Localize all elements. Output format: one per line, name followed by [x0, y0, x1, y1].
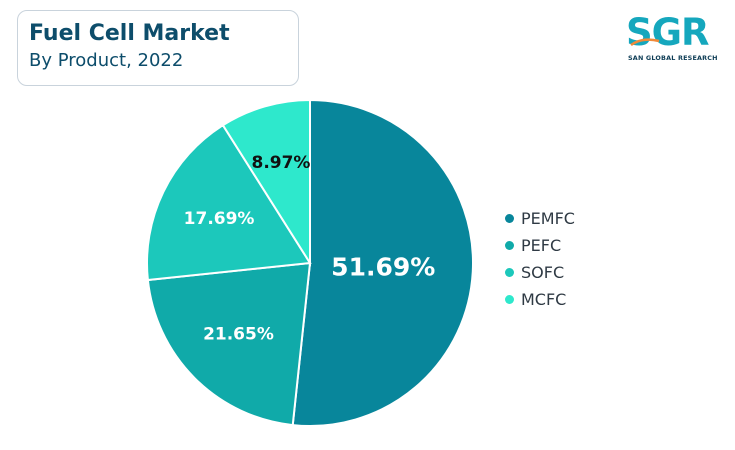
pie-slice-sofc [146, 123, 312, 282]
logo-text: SGR [626, 11, 710, 54]
legend-item-sofc: SOFC [505, 259, 575, 286]
legend-item-mcfc: MCFC [505, 286, 575, 313]
legend-swatch [505, 268, 514, 277]
pie-slice-pefc [146, 261, 312, 427]
legend-label: SOFC [521, 263, 565, 282]
legend-item-pefc: PEFC [505, 232, 575, 259]
logo-swoosh-icon [630, 38, 660, 47]
slice-label-sofc: 17.69% [184, 209, 255, 229]
chart-subtitle: By Product, 2022 [29, 50, 184, 71]
legend-swatch [505, 214, 514, 223]
legend-swatch [505, 241, 514, 250]
slice-label-pefc: 21.65% [203, 324, 274, 344]
title-box: Fuel Cell Market By Product, 2022 [17, 10, 299, 86]
legend-label: MCFC [521, 290, 567, 309]
slice-label-mcfc: 8.97% [251, 153, 310, 173]
legend-label: PEFC [521, 236, 562, 255]
pie-slice-mcfc [221, 98, 311, 267]
logo-subtext: SAN GLOBAL RESEARCH [628, 54, 718, 62]
chart-title: Fuel Cell Market [29, 21, 230, 46]
sgr-logo: SGR SAN GLOBAL RESEARCH [620, 12, 725, 64]
legend-swatch [505, 295, 514, 304]
slice-label-pemfc: 51.69% [331, 252, 435, 281]
pie-slice-pemfc [291, 98, 474, 427]
legend-label: PEMFC [521, 209, 575, 228]
chart-legend: PEMFC PEFC SOFC MCFC [505, 205, 575, 313]
legend-item-pemfc: PEMFC [505, 205, 575, 232]
